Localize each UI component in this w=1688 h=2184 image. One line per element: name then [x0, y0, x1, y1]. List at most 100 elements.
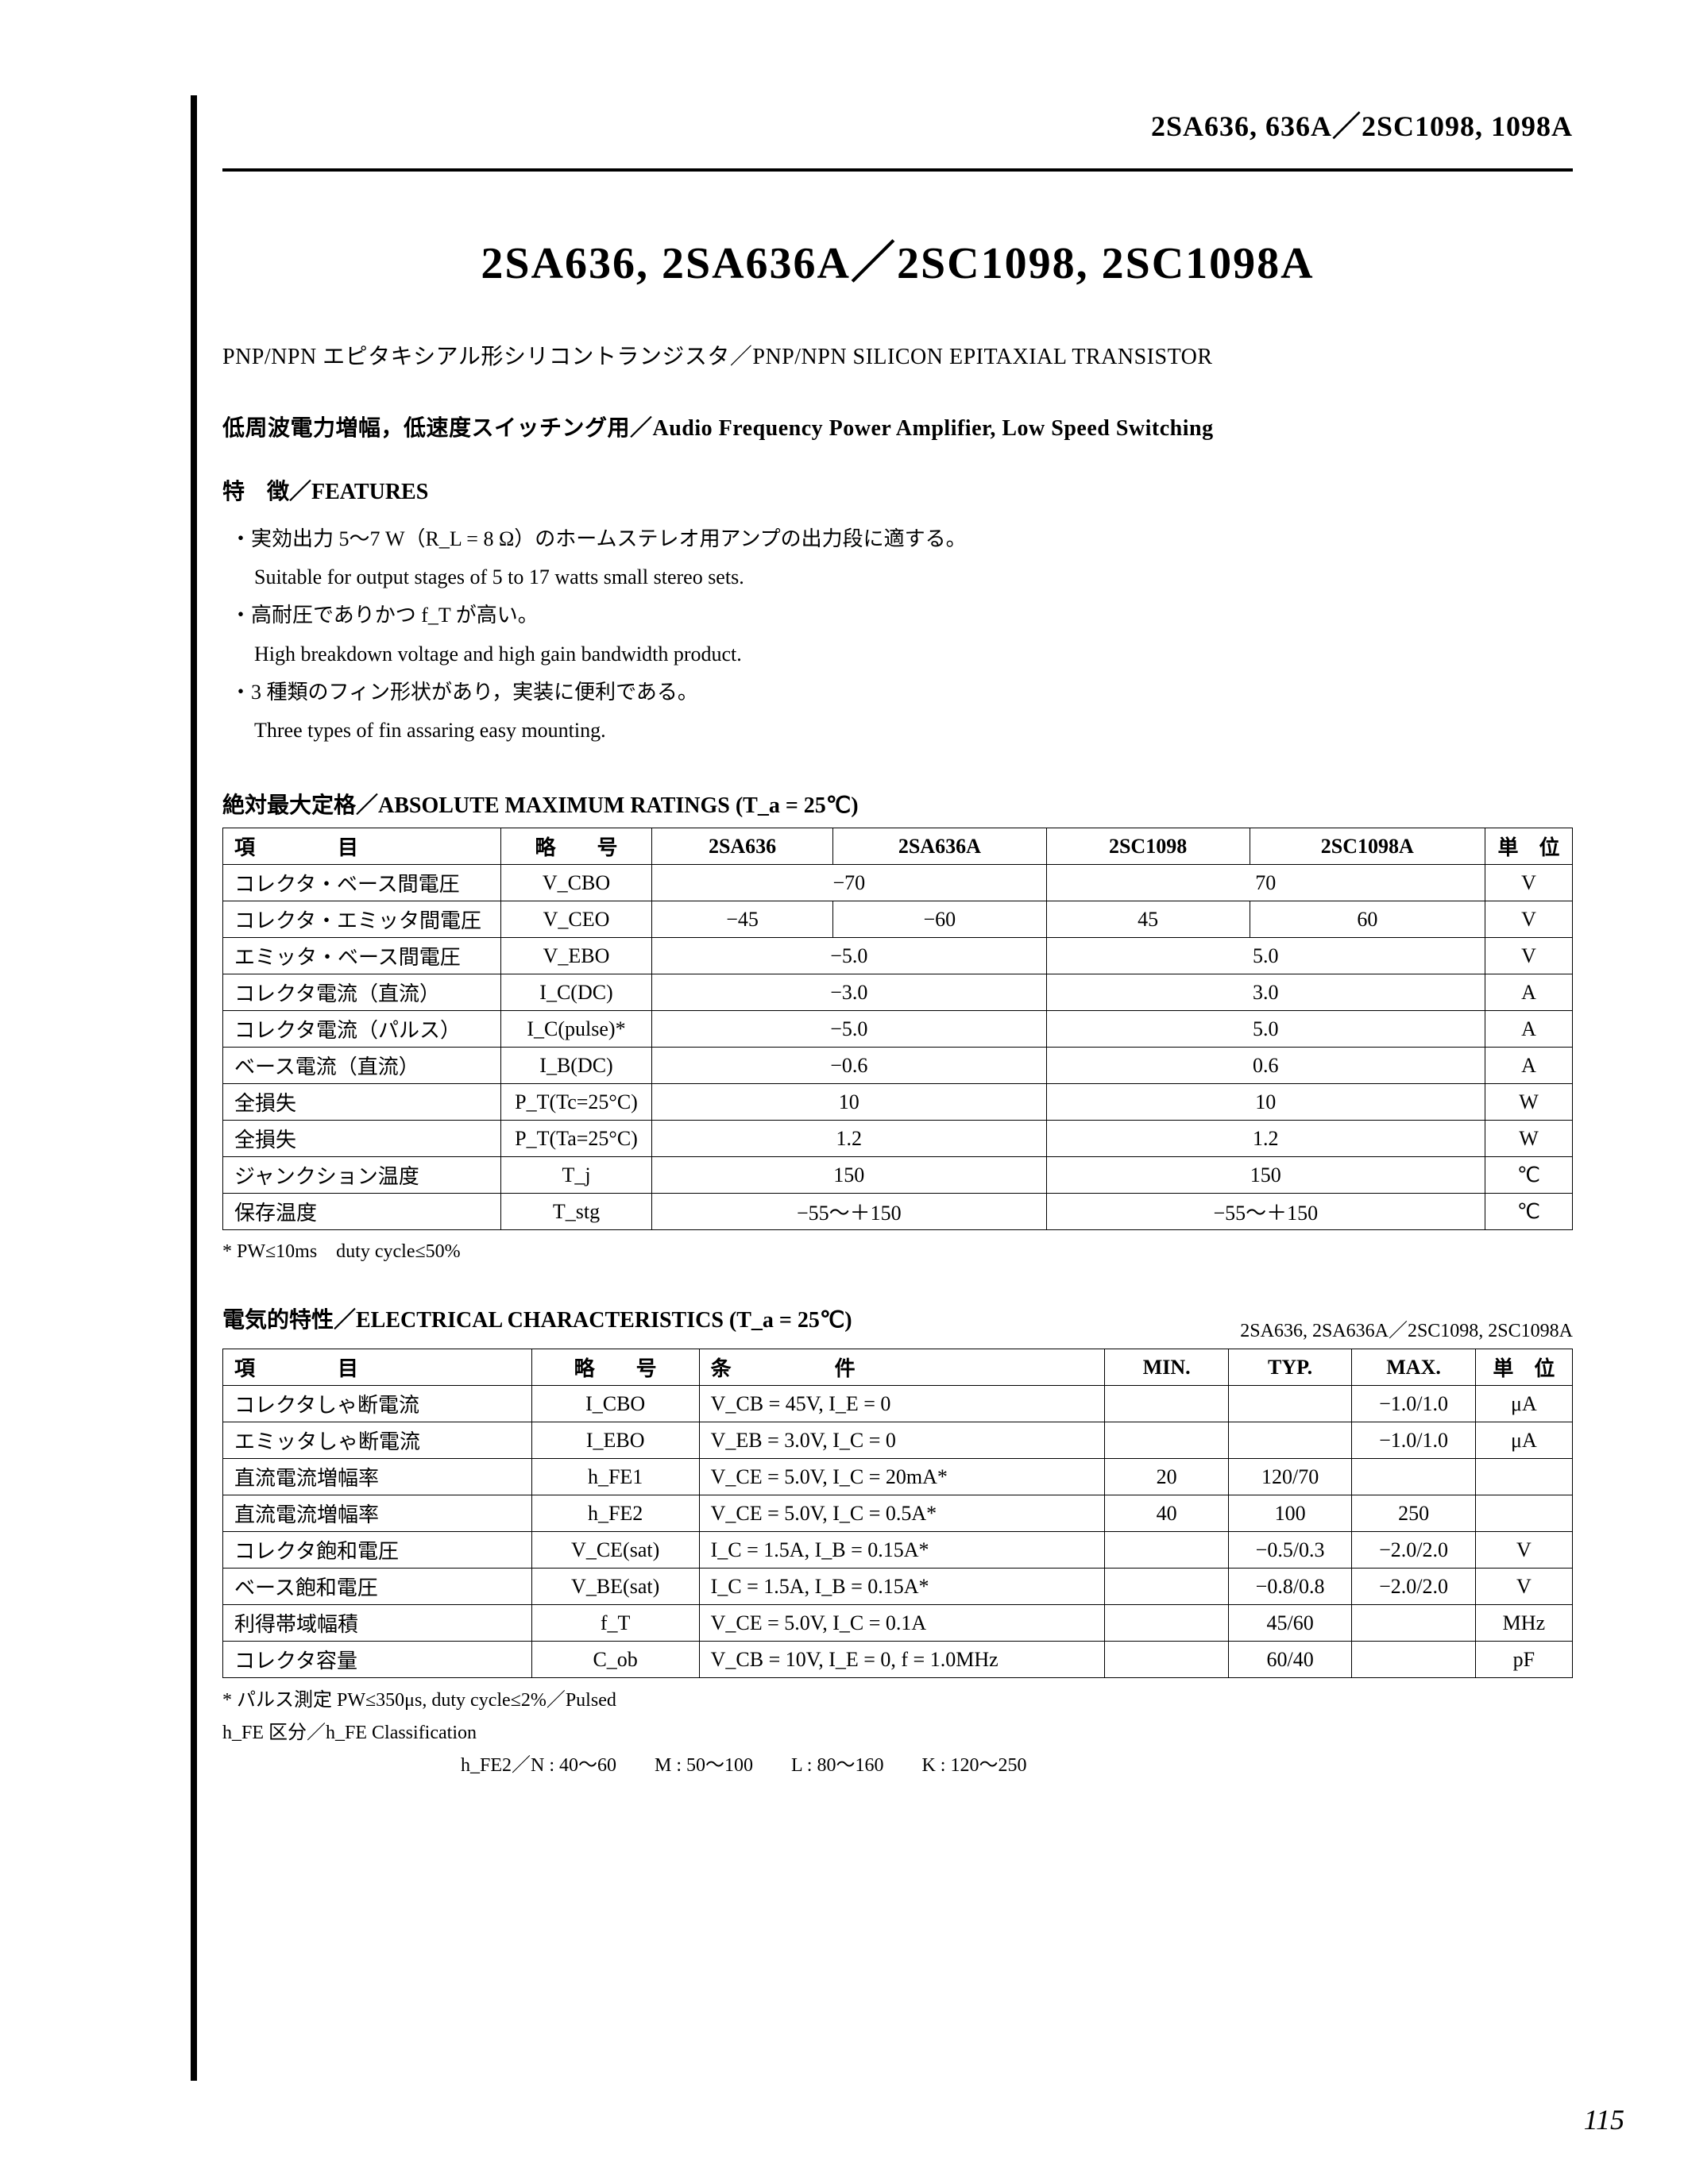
table-header-row: 項 目 略 号 2SA636 2SA636A 2SC1098 2SC1098A …: [223, 828, 1573, 865]
cell-symbol: C_ob: [531, 1642, 699, 1678]
cell-unit: V: [1475, 1532, 1572, 1569]
cell-value: −0.6: [652, 1048, 1047, 1084]
col-2sc1098: 2SC1098: [1046, 828, 1250, 865]
table-row: 全損失P_T(Ta=25°C)1.21.2W: [223, 1121, 1573, 1157]
elec-notes: * パルス測定 PW≤350μs, duty cycle≤2%／Pulsed h…: [222, 1684, 1573, 1781]
cell-min: [1105, 1642, 1228, 1678]
cell-conditions: V_CE = 5.0V, I_C = 0.1A: [699, 1605, 1105, 1642]
col-2sa636a: 2SA636A: [833, 828, 1046, 865]
abs-max-table: 項 目 略 号 2SA636 2SA636A 2SC1098 2SC1098A …: [222, 828, 1573, 1230]
cell-unit: μA: [1475, 1422, 1572, 1459]
cell-conditions: V_CB = 45V, I_E = 0: [699, 1386, 1105, 1422]
cell-parameter: 利得帯域幅積: [223, 1605, 532, 1642]
cell-max: [1352, 1605, 1475, 1642]
page-title: 2SA636, 2SA636A／2SC1098, 2SC1098A: [222, 227, 1573, 291]
cell-value: −60: [833, 901, 1046, 938]
page-content: 2SA636, 636A／2SC1098, 1098A 2SA636, 2SA6…: [222, 103, 1573, 1782]
cell-symbol: V_CE(sat): [531, 1532, 699, 1569]
table-row: 保存温度T_stg−55～＋150−55～＋150℃: [223, 1194, 1573, 1230]
table-row: エミッタしゃ断電流I_EBOV_EB = 3.0V, I_C = 0−1.0/1…: [223, 1422, 1573, 1459]
feature-line: High breakdown voltage and high gain ban…: [230, 637, 1573, 672]
cell-typ: 120/70: [1228, 1459, 1351, 1495]
cell-value: −5.0: [652, 1011, 1047, 1048]
cell-min: 20: [1105, 1459, 1228, 1495]
col-conditions: 条 件: [699, 1349, 1105, 1386]
cell-max: [1352, 1642, 1475, 1678]
col-parameter: 項 目: [223, 828, 501, 865]
cell-symbol: I_B(DC): [501, 1048, 652, 1084]
cell-parameter: 保存温度: [223, 1194, 501, 1230]
feature-line: ・3 種類のフィン形状があり，実装に便利である。: [230, 675, 1573, 710]
cell-unit: V: [1485, 938, 1573, 974]
cell-symbol: P_T(Ta=25°C): [501, 1121, 652, 1157]
cell-unit: V: [1485, 865, 1573, 901]
col-min: MIN.: [1105, 1349, 1228, 1386]
table-header-row: 項 目 略 号 条 件 MIN. TYP. MAX. 単 位: [223, 1349, 1573, 1386]
table-row: ベース電流（直流）I_B(DC)−0.60.6A: [223, 1048, 1573, 1084]
cell-conditions: V_CE = 5.0V, I_C = 0.5A*: [699, 1495, 1105, 1532]
cell-value: 10: [1046, 1084, 1485, 1121]
table-row: 全損失P_T(Tc=25°C)1010W: [223, 1084, 1573, 1121]
cell-value: −70: [652, 865, 1047, 901]
cell-min: [1105, 1422, 1228, 1459]
cell-parameter: 直流電流増幅率: [223, 1495, 532, 1532]
cell-value: 150: [1046, 1157, 1485, 1194]
elec-char-table: 項 目 略 号 条 件 MIN. TYP. MAX. 単 位 コレクタしゃ断電流…: [222, 1349, 1573, 1678]
cell-unit: V: [1475, 1569, 1572, 1605]
cell-typ: [1228, 1422, 1351, 1459]
table-row: コレクタしゃ断電流I_CBOV_CB = 45V, I_E = 0−1.0/1.…: [223, 1386, 1573, 1422]
cell-typ: 100: [1228, 1495, 1351, 1532]
cell-parameter: ベース飽和電圧: [223, 1569, 532, 1605]
cell-parameter: 全損失: [223, 1121, 501, 1157]
cell-typ: 45/60: [1228, 1605, 1351, 1642]
cell-symbol: V_CBO: [501, 865, 652, 901]
cell-symbol: I_C(DC): [501, 974, 652, 1011]
elec-right-note: 2SA636, 2SA636A／2SC1098, 2SC1098A: [1240, 1314, 1573, 1342]
cell-unit: W: [1485, 1084, 1573, 1121]
cell-unit: V: [1485, 901, 1573, 938]
cell-conditions: V_CE = 5.0V, I_C = 20mA*: [699, 1459, 1105, 1495]
table-row: コレクタ・エミッタ間電圧V_CEO−45−604560V: [223, 901, 1573, 938]
cell-min: [1105, 1386, 1228, 1422]
cell-parameter: 直流電流増幅率: [223, 1459, 532, 1495]
cell-symbol: T_j: [501, 1157, 652, 1194]
cell-unit: ℃: [1485, 1157, 1573, 1194]
cell-max: −2.0/2.0: [1352, 1569, 1475, 1605]
table-row: コレクタ飽和電圧V_CE(sat)I_C = 1.5A, I_B = 0.15A…: [223, 1532, 1573, 1569]
cell-value: 150: [652, 1157, 1047, 1194]
table-row: コレクタ電流（パルス）I_C(pulse)*−5.05.0A: [223, 1011, 1573, 1048]
cell-symbol: P_T(Tc=25°C): [501, 1084, 652, 1121]
elec-note-line: * パルス測定 PW≤350μs, duty cycle≤2%／Pulsed: [222, 1684, 1573, 1717]
cell-unit: [1475, 1495, 1572, 1532]
cell-value: 10: [652, 1084, 1047, 1121]
cell-min: [1105, 1532, 1228, 1569]
cell-parameter: コレクタ飽和電圧: [223, 1532, 532, 1569]
feature-line: ・実効出力 5～7 W（R_L = 8 Ω）のホームステレオ用アンプの出力段に適…: [230, 522, 1573, 557]
cell-value: 3.0: [1046, 974, 1485, 1011]
top-rule: [222, 168, 1573, 172]
table-row: コレクタ電流（直流）I_C(DC)−3.03.0A: [223, 974, 1573, 1011]
subtitle-device-type: PNP/NPN エピタキシアル形シリコントランジスタ／PNP/NPN SILIC…: [222, 339, 1573, 371]
col-unit: 単 位: [1485, 828, 1573, 865]
cell-value: 0.6: [1046, 1048, 1485, 1084]
cell-value: 1.2: [652, 1121, 1047, 1157]
cell-conditions: V_EB = 3.0V, I_C = 0: [699, 1422, 1105, 1459]
binding-spine: [191, 95, 197, 2081]
col-2sa636: 2SA636: [652, 828, 833, 865]
cell-unit: A: [1485, 1011, 1573, 1048]
cell-max: −2.0/2.0: [1352, 1532, 1475, 1569]
cell-max: −1.0/1.0: [1352, 1422, 1475, 1459]
table-row: 利得帯域幅積f_TV_CE = 5.0V, I_C = 0.1A45/60MHz: [223, 1605, 1573, 1642]
cell-unit: MHz: [1475, 1605, 1572, 1642]
elec-note-line: h_FE 区分／h_FE Classification: [222, 1717, 1573, 1750]
col-parameter: 項 目: [223, 1349, 532, 1386]
cell-unit: pF: [1475, 1642, 1572, 1678]
table-row: 直流電流増幅率h_FE1V_CE = 5.0V, I_C = 20mA*2012…: [223, 1459, 1573, 1495]
col-max: MAX.: [1352, 1349, 1475, 1386]
cell-typ: [1228, 1386, 1351, 1422]
cell-parameter: コレクタ容量: [223, 1642, 532, 1678]
cell-value: −3.0: [652, 974, 1047, 1011]
cell-parameter: コレクタ電流（直流）: [223, 974, 501, 1011]
cell-min: [1105, 1605, 1228, 1642]
features-heading: 特 徴／FEATURES: [222, 474, 1573, 506]
